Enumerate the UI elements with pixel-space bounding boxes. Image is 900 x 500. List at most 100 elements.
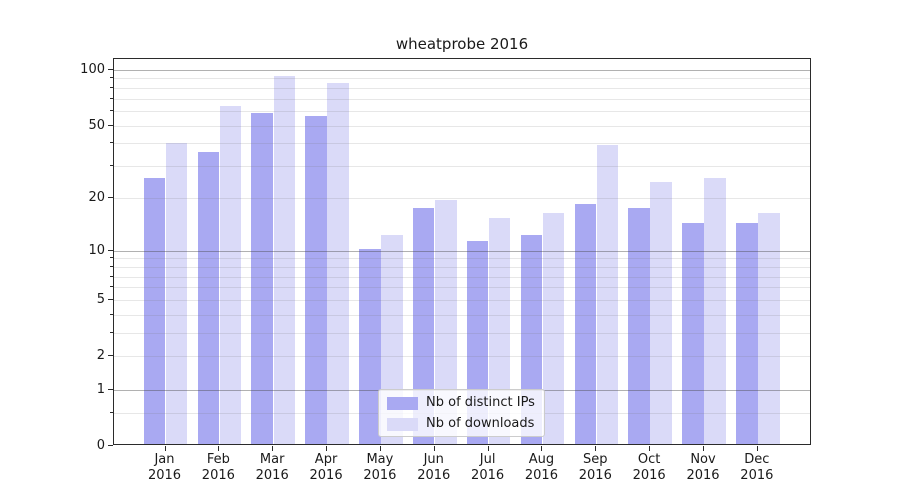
bar-downloads-oct <box>650 181 672 444</box>
gridline-minor <box>114 166 810 168</box>
x-axis-tick <box>756 446 758 451</box>
x-axis-label-may: May 2016 <box>350 452 410 484</box>
gridline-minor <box>114 98 810 100</box>
y-axis-tick <box>108 124 113 126</box>
y-axis-minor-tick <box>110 313 113 315</box>
y-axis-minor-tick <box>110 275 113 277</box>
x-axis-year-text: 2016 <box>363 468 397 483</box>
y-axis-minor-tick <box>110 165 113 167</box>
gridline-minor <box>114 125 810 127</box>
bar-distinct-ips-dec <box>736 223 758 444</box>
y-axis-tick <box>108 355 113 357</box>
gridline-minor <box>114 333 810 335</box>
x-axis-label-oct: Oct 2016 <box>619 452 679 484</box>
gridline-minor <box>114 78 810 80</box>
x-axis-tick <box>541 446 543 451</box>
x-axis-month-text: Mar <box>259 452 285 467</box>
bar-distinct-ips-may <box>359 248 381 444</box>
x-axis-month-text: May <box>366 452 394 467</box>
gridline-minor <box>114 110 810 112</box>
y-axis-tick-label: 50 <box>88 117 105 133</box>
plot-area <box>113 58 811 445</box>
gridline-minor <box>114 143 810 145</box>
y-axis-minor-tick <box>110 86 113 88</box>
bar-downloads-jun <box>435 199 457 444</box>
x-axis-month-text: Aug <box>528 452 555 467</box>
bar-distinct-ips-apr <box>305 115 327 444</box>
gridline-major <box>114 69 810 71</box>
gridline-minor <box>114 356 810 358</box>
x-axis-year-text: 2016 <box>471 468 505 483</box>
y-axis-tick <box>108 445 113 446</box>
x-axis-month-text: Jan <box>154 452 175 467</box>
bar-distinct-ips-oct <box>628 208 650 444</box>
x-axis-month-text: Oct <box>637 452 661 467</box>
bar-downloads-jul <box>488 218 511 444</box>
x-axis-label-aug: Aug 2016 <box>511 452 571 484</box>
x-axis-month-text: Jul <box>479 452 496 467</box>
bar-distinct-ips-sep <box>574 204 596 444</box>
x-axis-year-text: 2016 <box>686 468 720 483</box>
y-axis-tick-label: 2 <box>96 348 105 364</box>
legend: Nb of distinct IPs Nb of downloads <box>378 389 545 437</box>
legend-entry-downloads: Nb of downloads <box>379 414 544 435</box>
gridline-minor <box>114 197 810 199</box>
x-axis-tick <box>272 446 274 451</box>
x-axis-label-mar: Mar 2016 <box>242 452 302 484</box>
y-axis-tick-label: 10 <box>88 242 105 258</box>
chart-title: wheatprobe 2016 <box>395 35 529 53</box>
x-axis-tick <box>433 446 435 451</box>
x-axis-year-text: 2016 <box>201 468 235 483</box>
bar-downloads-mar <box>273 76 295 444</box>
y-axis-tick <box>108 249 113 251</box>
legend-entry-distinct-ips: Nb of distinct IPs <box>379 393 544 414</box>
bar-downloads-nov <box>704 178 726 444</box>
x-axis-tick <box>326 446 328 451</box>
y-axis-minor-tick <box>110 286 113 288</box>
x-axis-tick <box>218 446 220 451</box>
bar-downloads-aug <box>542 213 565 444</box>
x-axis-label-feb: Feb 2016 <box>188 452 248 484</box>
bar-downloads-jan <box>165 143 188 444</box>
y-axis-minor-tick <box>110 265 113 267</box>
gridline-minor <box>114 287 810 289</box>
x-axis-month-text: Jun <box>423 452 444 467</box>
x-axis-month-text: Dec <box>744 452 770 467</box>
x-axis-year-text: 2016 <box>632 468 666 483</box>
y-axis-minor-tick <box>110 411 113 413</box>
bar-distinct-ips-jan <box>143 178 166 444</box>
gridline-minor <box>114 276 810 278</box>
gridline-minor <box>114 299 810 301</box>
x-axis-month-text: Nov <box>690 452 716 467</box>
y-axis-minor-tick <box>110 97 113 99</box>
x-axis-year-text: 2016 <box>524 468 558 483</box>
x-axis-year-text: 2016 <box>255 468 289 483</box>
y-axis-tick-label: 20 <box>88 189 105 205</box>
y-axis-tick-label: 0 <box>96 438 105 453</box>
gridline-minor <box>114 87 810 89</box>
y-axis-tick-label: 1 <box>96 381 105 397</box>
x-axis-year-text: 2016 <box>309 468 343 483</box>
x-axis-tick <box>595 446 597 451</box>
x-axis-tick <box>649 446 651 451</box>
x-axis-label-dec: Dec 2016 <box>727 452 787 484</box>
bar-distinct-ips-nov <box>682 223 704 444</box>
y-axis-tick <box>108 388 113 390</box>
x-axis-month-text: Sep <box>583 452 608 467</box>
x-axis-label-apr: Apr 2016 <box>296 452 356 484</box>
x-axis-year-text: 2016 <box>417 468 451 483</box>
y-axis-tick <box>108 196 113 198</box>
y-axis-minor-tick <box>110 109 113 111</box>
x-axis-label-jun: Jun 2016 <box>404 452 464 484</box>
y-axis-minor-tick <box>110 332 113 334</box>
bar-distinct-ips-feb <box>197 151 220 444</box>
bar-downloads-apr <box>327 82 349 444</box>
y-axis-tick <box>108 298 113 300</box>
legend-label-downloads: Nb of downloads <box>426 416 535 431</box>
x-axis-label-nov: Nov 2016 <box>673 452 733 484</box>
bar-downloads-sep <box>596 145 619 444</box>
x-axis-month-text: Feb <box>206 452 230 467</box>
x-axis-tick <box>164 446 166 451</box>
y-axis-tick-label: 5 <box>96 291 105 307</box>
